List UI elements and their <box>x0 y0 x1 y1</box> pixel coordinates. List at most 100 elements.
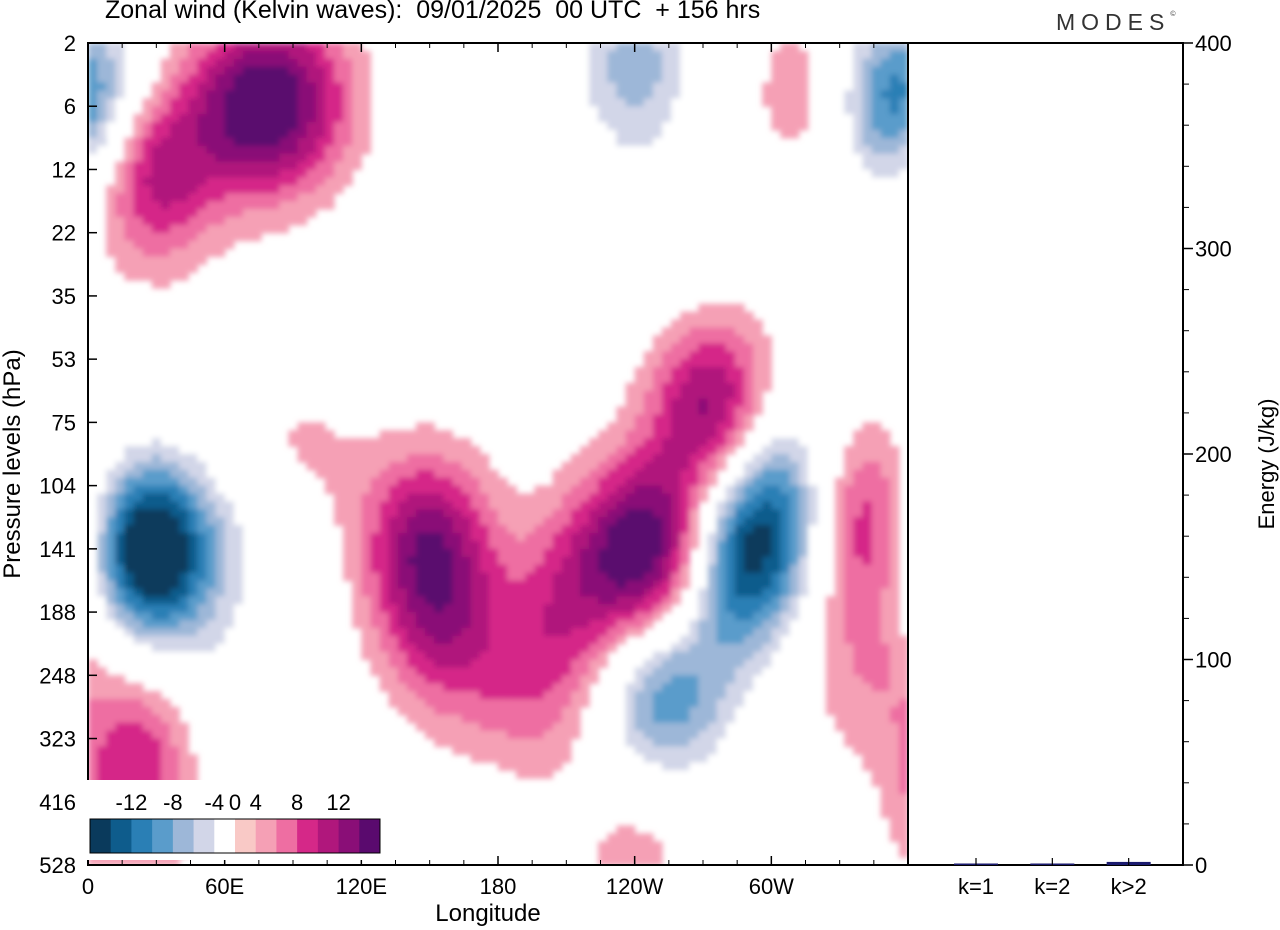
wind-cell <box>470 446 481 455</box>
wind-cell <box>252 193 262 202</box>
wind-cell <box>170 604 180 613</box>
wind-cell <box>215 153 226 163</box>
wind-cell <box>552 525 563 534</box>
wind-cell <box>124 477 135 487</box>
wind-cell <box>889 801 900 811</box>
wind-cell <box>652 588 663 597</box>
wind-cell <box>662 588 672 597</box>
wind-cell <box>780 74 791 84</box>
wind-cell <box>634 730 645 740</box>
wind-cell <box>889 793 900 803</box>
wind-cell <box>507 509 517 518</box>
wind-cell <box>880 469 891 479</box>
wind-cell <box>789 540 800 550</box>
wind-cell <box>762 469 772 479</box>
wind-cell <box>680 493 690 502</box>
wind-cell <box>188 232 198 242</box>
wind-cell <box>871 651 882 661</box>
wind-cell <box>671 446 681 455</box>
wind-cell <box>297 422 308 431</box>
wind-cell <box>106 469 116 479</box>
wind-cell <box>525 209 535 218</box>
wind-cell <box>689 406 699 416</box>
wind-cell <box>142 572 153 582</box>
wind-cell <box>889 493 900 502</box>
wind-cell <box>115 620 125 629</box>
wind-cell <box>671 367 681 376</box>
wind-cell <box>160 754 171 763</box>
wind-cell <box>297 438 308 447</box>
wind-cell <box>744 580 754 589</box>
wind-cell <box>188 461 198 471</box>
wind-cell <box>479 635 490 645</box>
wind-cell <box>297 106 308 115</box>
wind-cell <box>206 74 217 84</box>
wind-cell <box>734 382 745 392</box>
wind-cell <box>607 240 617 250</box>
wind-cell <box>488 699 499 708</box>
wind-cell <box>634 50 645 60</box>
wind-cell <box>616 730 627 740</box>
wind-cell <box>242 722 253 732</box>
wind-cell <box>479 627 490 637</box>
wind-cell <box>880 809 891 819</box>
energy-tick-label: 300 <box>1195 237 1232 262</box>
wind-cell <box>115 612 125 621</box>
wind-cell <box>643 106 654 115</box>
wind-cell <box>115 683 125 692</box>
wind-cell <box>488 714 499 724</box>
wind-cell <box>470 691 481 700</box>
wind-cell <box>498 193 508 202</box>
wind-cell <box>826 706 836 716</box>
wind-cell <box>744 635 754 645</box>
wind-cell <box>634 588 645 597</box>
wind-cell <box>106 461 116 471</box>
wind-cell <box>343 122 353 131</box>
wind-cell <box>871 493 882 502</box>
wind-cell <box>616 193 627 202</box>
wind-cell <box>789 612 800 621</box>
wind-cell <box>106 106 116 115</box>
wind-cell <box>880 438 891 447</box>
wind-cell <box>224 114 235 123</box>
wind-cell <box>416 548 426 558</box>
wind-cell <box>634 849 645 858</box>
wind-cell <box>871 627 882 637</box>
wind-cell <box>498 232 508 242</box>
wind-cell <box>233 540 244 550</box>
wind-cell <box>516 540 526 550</box>
wind-cell <box>124 699 135 708</box>
wind-cell <box>343 485 353 495</box>
wind-cell <box>188 620 198 629</box>
wind-cell <box>580 98 590 107</box>
wind-cell <box>279 161 289 171</box>
wind-cell <box>725 446 736 455</box>
wind-cell <box>361 651 371 661</box>
wind-cell <box>406 454 417 463</box>
wind-cell <box>707 311 718 321</box>
wind-cell <box>607 730 617 740</box>
wind-cell <box>625 430 636 439</box>
wind-cell <box>771 635 781 645</box>
wind-cell <box>488 588 499 597</box>
wind-cell <box>552 564 563 574</box>
wind-cell <box>671 201 681 210</box>
wind-cell <box>279 98 289 107</box>
wind-cell <box>652 738 663 747</box>
wind-cell <box>507 604 517 613</box>
wind-cell <box>780 106 791 115</box>
x-tick-label: 120E <box>336 874 387 899</box>
wind-cell <box>589 153 599 163</box>
wind-cell <box>170 66 180 76</box>
wind-cell <box>388 580 399 589</box>
wind-cell <box>889 714 900 724</box>
wind-cell <box>580 604 590 613</box>
wind-cell <box>652 169 663 178</box>
wind-cell <box>88 746 98 755</box>
wind-cell <box>835 675 845 684</box>
wind-cell <box>270 564 280 574</box>
wind-cell <box>552 714 563 724</box>
wind-cell <box>880 161 891 171</box>
wind-cell <box>844 635 854 645</box>
wind-cell <box>270 596 280 605</box>
